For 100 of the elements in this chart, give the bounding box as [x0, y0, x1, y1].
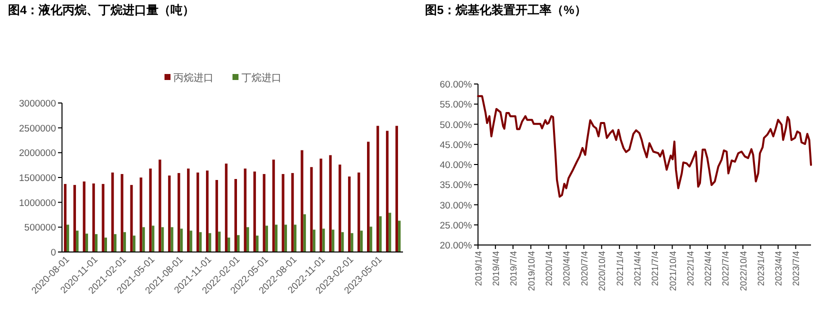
bar: [262, 174, 266, 252]
y-tick-label: 1000000: [19, 198, 56, 209]
bar: [348, 176, 351, 252]
bar: [294, 224, 296, 252]
bar: [187, 168, 190, 252]
x-tick-label: 2021/7/4: [650, 251, 660, 286]
bar: [376, 126, 380, 252]
y-tick-label: 500000: [24, 222, 56, 234]
bar: [291, 173, 294, 252]
bar: [244, 168, 246, 252]
bar: [272, 160, 275, 252]
bar: [152, 226, 154, 252]
bar: [224, 164, 228, 252]
bar: [282, 174, 284, 252]
bar: [132, 236, 136, 252]
y-tick-label: 3000000: [19, 98, 56, 110]
bar: [256, 236, 259, 252]
y-tick-label: 40.00%: [440, 160, 473, 171]
bar: [94, 234, 98, 252]
y-tick-label: 25.00%: [440, 220, 473, 232]
bar: [111, 172, 114, 252]
bar: [73, 184, 76, 252]
legend-label: 丁烷进口: [242, 72, 282, 84]
bar: [237, 235, 240, 252]
bar: [196, 172, 200, 252]
bar: [104, 238, 107, 252]
bar: [338, 164, 342, 252]
y-tick-label: 45.00%: [440, 140, 473, 151]
bar: [123, 232, 126, 252]
x-tick-label: 2019/7/4: [508, 251, 519, 286]
bar: [300, 150, 304, 252]
bar: [170, 227, 174, 252]
x-tick-label: 2022/4/4: [702, 251, 713, 286]
bar: [253, 172, 256, 252]
x-tick-label: 2023/1/4: [756, 251, 766, 286]
y-tick-label: 35.00%: [440, 180, 473, 192]
bar: [358, 172, 360, 252]
bar: [149, 168, 152, 252]
bar: [386, 130, 389, 252]
bar: [379, 216, 382, 252]
y-tick-label: 55.00%: [440, 100, 473, 111]
x-tick-label: 2022/10/4: [738, 251, 748, 292]
bar: [168, 176, 171, 252]
bar: [284, 224, 287, 252]
bar: [199, 232, 202, 252]
bar: [312, 230, 316, 252]
bar: [208, 233, 212, 252]
bar: [82, 181, 86, 252]
bar: [180, 228, 183, 252]
bar: [228, 238, 230, 252]
x-tick-label: 2022/1/4: [686, 251, 696, 286]
x-tick-label: 2020/4/4: [562, 251, 572, 286]
chart-title: 图4：液化丙烷、丁烷进口量（吨）: [8, 3, 195, 17]
legend-label: 丙烷进口: [174, 72, 214, 84]
bar: [64, 184, 66, 252]
bar: [329, 155, 332, 252]
bar: [388, 212, 392, 252]
bar: [360, 230, 363, 252]
bar: [76, 230, 79, 252]
bar: [130, 184, 133, 252]
x-tick-label: 2019/10/4: [526, 251, 536, 292]
bar: [66, 224, 70, 252]
bar: [320, 158, 322, 252]
x-tick-label: 2020/7/4: [579, 251, 590, 286]
y-tick-label: 2500000: [19, 123, 56, 134]
bar: [218, 232, 221, 252]
chart-title: 图5：烷基化装置开工率（%）: [425, 3, 586, 17]
bar: [215, 180, 218, 252]
y-tick-label: 30.00%: [440, 200, 473, 212]
bar: [234, 178, 237, 252]
bar: [85, 234, 88, 252]
x-tick-label: 2021/4/4: [632, 251, 642, 286]
y-tick-label: 60.00%: [440, 80, 473, 90]
bar: [246, 227, 250, 252]
bar: [367, 142, 370, 252]
y-tick-label: 0: [50, 248, 56, 258]
bar: [92, 183, 95, 252]
bar: [274, 224, 278, 252]
x-tick-label: 2020/1/4: [544, 251, 554, 286]
x-tick-label: 2021/1/4: [614, 251, 625, 286]
bar: [322, 228, 325, 252]
line-series: [477, 95, 812, 198]
x-tick-label: 2020/10/4: [597, 251, 608, 292]
bar: [102, 184, 104, 252]
bar: [161, 227, 164, 252]
x-tick-label: 2019/1/4: [474, 251, 484, 286]
bar: [158, 160, 162, 252]
bar: [142, 227, 145, 252]
bar: [350, 233, 354, 252]
y-tick-label: 2000000: [19, 148, 56, 160]
x-tick-label: 2021/10/4: [668, 251, 678, 292]
bar: [332, 230, 334, 252]
bar: [114, 234, 116, 252]
bar: [341, 232, 344, 252]
x-tick-label: 2022/7/4: [720, 251, 731, 286]
x-tick-label: 2019/4/4: [490, 251, 501, 286]
x-tick-label: 2023/4/4: [774, 251, 784, 286]
bar: [398, 220, 401, 252]
y-tick-label: 20.00%: [440, 240, 473, 252]
bar: [265, 226, 268, 252]
